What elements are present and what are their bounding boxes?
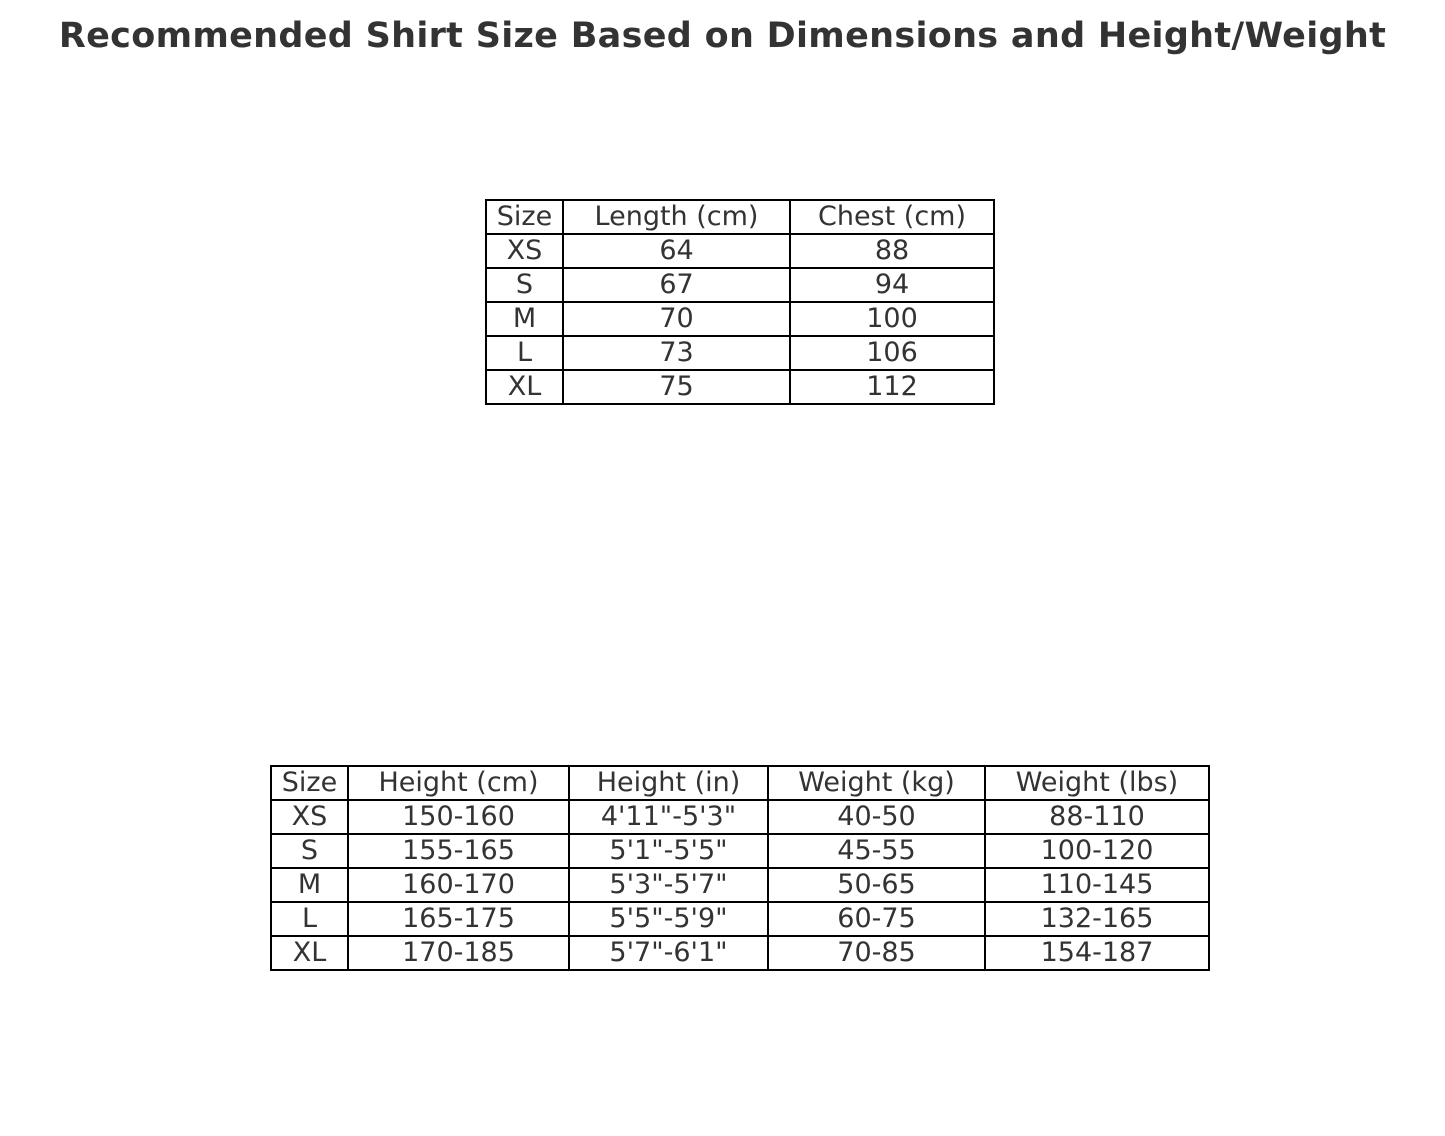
column-header: Weight (lbs)	[984, 765, 1210, 801]
size-cell: S	[485, 267, 564, 303]
table-row: M 70 100	[485, 301, 995, 337]
table-cell: 160-170	[347, 867, 570, 903]
column-header: Size	[270, 765, 349, 801]
size-cell: L	[270, 901, 349, 937]
table-cell: 100	[789, 301, 995, 337]
table-cell: 5'1"-5'5"	[568, 833, 769, 869]
size-cell: M	[270, 867, 349, 903]
table-cell: 94	[789, 267, 995, 303]
table-cell: 150-160	[347, 799, 570, 835]
table-row: S 67 94	[485, 267, 995, 303]
table-row: L 73 106	[485, 335, 995, 371]
column-header: Chest (cm)	[789, 199, 995, 235]
size-cell: L	[485, 335, 564, 371]
table-row: XS 150-160 4'11"-5'3" 40-50 88-110	[270, 799, 1210, 835]
table-cell: 88-110	[984, 799, 1210, 835]
size-cell: S	[270, 833, 349, 869]
size-cell: XL	[270, 935, 349, 971]
size-cell: XS	[485, 233, 564, 269]
table-cell: 132-165	[984, 901, 1210, 937]
table-cell: 67	[562, 267, 791, 303]
table-cell: 100-120	[984, 833, 1210, 869]
table-cell: 5'7"-6'1"	[568, 935, 769, 971]
table-cell: 112	[789, 369, 995, 405]
table-cell: 64	[562, 233, 791, 269]
table-cell: 4'11"-5'3"	[568, 799, 769, 835]
size-cell: XS	[270, 799, 349, 835]
table-cell: 5'5"-5'9"	[568, 901, 769, 937]
table-cell: 155-165	[347, 833, 570, 869]
table-row: M 160-170 5'3"-5'7" 50-65 110-145	[270, 867, 1210, 903]
table-cell: 70	[562, 301, 791, 337]
table-cell: 110-145	[984, 867, 1210, 903]
size-cell: M	[485, 301, 564, 337]
column-header: Length (cm)	[562, 199, 791, 235]
table-cell: 50-65	[767, 867, 986, 903]
table-cell: 88	[789, 233, 995, 269]
column-header: Height (in)	[568, 765, 769, 801]
table-cell: 73	[562, 335, 791, 371]
garment-dimensions-table: Size Length (cm) Chest (cm) XS 64 88 S 67 94 M 70 1…	[485, 199, 995, 405]
table-cell: 165-175	[347, 901, 570, 937]
table-cell: 5'3"-5'7"	[568, 867, 769, 903]
table-row: XL 170-185 5'7"-6'1" 70-85 154-187	[270, 935, 1210, 971]
column-header: Size	[485, 199, 564, 235]
table-cell: 70-85	[767, 935, 986, 971]
figure-title: Recommended Shirt Size Based on Dimensio…	[58, 16, 1387, 56]
table-cell: 40-50	[767, 799, 986, 835]
size-cell: XL	[485, 369, 564, 405]
height-weight-table: Size Height (cm) Height (in) Weight (kg) Wei…	[270, 765, 1210, 971]
column-header: Height (cm)	[347, 765, 570, 801]
header-row: Size Length (cm) Chest (cm)	[485, 199, 995, 235]
table-row: XS 64 88	[485, 233, 995, 269]
table-cell: 154-187	[984, 935, 1210, 971]
header-row: Size Height (cm) Height (in) Weight (kg) Wei…	[270, 765, 1210, 801]
table-cell: 106	[789, 335, 995, 371]
table-cell: 45-55	[767, 833, 986, 869]
table-cell: 60-75	[767, 901, 986, 937]
table-cell: 75	[562, 369, 791, 405]
table-row: S 155-165 5'1"-5'5" 45-55 100-120	[270, 833, 1210, 869]
table-row: L 165-175 5'5"-5'9" 60-75 132-165	[270, 901, 1210, 937]
column-header: Weight (kg)	[767, 765, 986, 801]
table-cell: 170-185	[347, 935, 570, 971]
table-row: XL 75 112	[485, 369, 995, 405]
